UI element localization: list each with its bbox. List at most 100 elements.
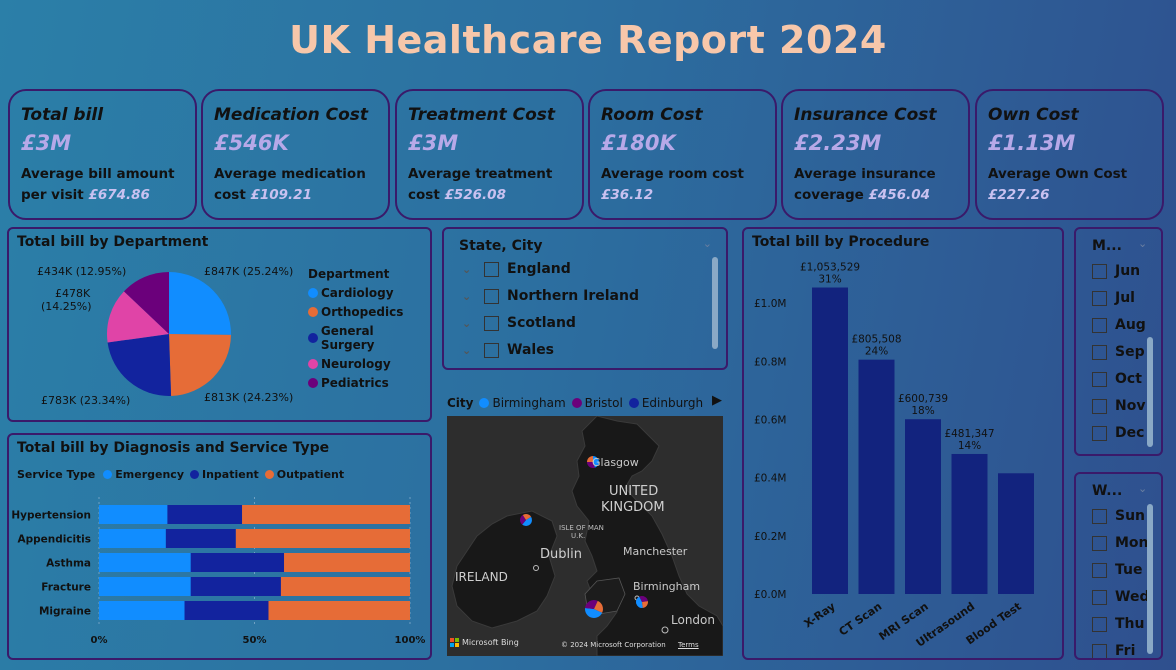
map-canvas[interactable] bbox=[447, 416, 723, 656]
map-pie-slice[interactable] bbox=[639, 596, 648, 602]
bar-segment-outpatient[interactable] bbox=[284, 553, 410, 572]
bar-segment-inpatient[interactable] bbox=[190, 553, 285, 572]
chevron-down-icon[interactable]: ⌄ bbox=[1138, 482, 1148, 495]
checkbox[interactable] bbox=[1092, 344, 1107, 360]
chevron-down-icon[interactable]: ⌄ bbox=[462, 289, 472, 303]
map-pie-slice[interactable] bbox=[636, 596, 643, 608]
bar-ct-scan[interactable] bbox=[858, 359, 895, 594]
bar-segment-outpatient[interactable] bbox=[280, 577, 410, 596]
weekday-slicer[interactable]: W... ⌄ Sun Mon Tue Wed Thu Fri bbox=[1074, 472, 1163, 660]
slicer-item[interactable]: Mon bbox=[1092, 535, 1149, 551]
map-pie-slice[interactable] bbox=[520, 514, 526, 525]
slicer-item[interactable]: Oct bbox=[1092, 371, 1142, 387]
checkbox[interactable] bbox=[1092, 643, 1107, 658]
map-pie-slice[interactable] bbox=[585, 600, 598, 609]
slicer-item[interactable]: ⌄ England bbox=[462, 261, 571, 277]
chevron-down-icon[interactable]: ⌄ bbox=[702, 237, 712, 250]
legend-label[interactable]: Inpatient bbox=[201, 468, 259, 481]
checkbox[interactable] bbox=[1092, 616, 1107, 632]
department-pie-chart[interactable] bbox=[9, 229, 430, 420]
slicer-item[interactable]: Nov bbox=[1092, 398, 1145, 414]
slicer-item[interactable]: Wed bbox=[1092, 589, 1149, 605]
pie-slice-pediatrics[interactable] bbox=[123, 272, 170, 334]
scrollbar[interactable] bbox=[1147, 337, 1153, 447]
checkbox[interactable] bbox=[1092, 589, 1107, 605]
map-pie-slice[interactable] bbox=[642, 601, 648, 608]
slicer-item[interactable]: Dec bbox=[1092, 425, 1144, 441]
checkbox[interactable] bbox=[1092, 508, 1107, 524]
legend-label[interactable]: Bristol bbox=[584, 396, 623, 410]
map-pie-slice[interactable] bbox=[587, 456, 593, 462]
scrollbar[interactable] bbox=[712, 257, 718, 349]
department-chart-panel[interactable]: Total bill by Department Department Card… bbox=[7, 227, 432, 422]
bar-segment-outpatient[interactable] bbox=[268, 601, 410, 620]
scrollbar[interactable] bbox=[1147, 504, 1153, 654]
slicer-item[interactable]: ⌄ Wales bbox=[462, 342, 554, 358]
checkbox[interactable] bbox=[484, 288, 499, 304]
month-slicer[interactable]: M... ⌄ Jun Jul Aug Sep Oct Nov Dec bbox=[1074, 227, 1163, 456]
checkbox[interactable] bbox=[1092, 398, 1107, 414]
bar-ultrasound[interactable] bbox=[951, 453, 988, 594]
map-pie-slice[interactable] bbox=[594, 600, 603, 613]
procedure-bar-chart[interactable]: £0.0M £0.2M £0.4M £0.6M £0.8M £1.0M £1,053,529… bbox=[744, 229, 1062, 658]
slicer-item[interactable]: Fri bbox=[1092, 643, 1135, 658]
procedure-chart-panel[interactable]: Total bill by Procedure £0.0M £0.2M £0.4M £… bbox=[742, 227, 1064, 660]
legend-label[interactable]: Emergency bbox=[115, 468, 184, 481]
slicer-item[interactable]: Aug bbox=[1092, 317, 1146, 333]
diagnosis-stacked-bar-chart[interactable]: 0% 50% 100% Hypertension Appendicitis Asthma F… bbox=[9, 435, 430, 658]
bar-segment-inpatient[interactable] bbox=[184, 601, 269, 620]
slicer-item[interactable]: Jun bbox=[1092, 263, 1140, 279]
bar-segment-outpatient[interactable] bbox=[235, 529, 410, 548]
bar-segment-inpatient[interactable] bbox=[167, 505, 243, 524]
checkbox[interactable] bbox=[1092, 317, 1107, 333]
legend-item[interactable]: Cardiology bbox=[308, 286, 430, 300]
checkbox[interactable] bbox=[1092, 263, 1107, 279]
checkbox[interactable] bbox=[1092, 290, 1107, 306]
map-pie-slice[interactable] bbox=[593, 456, 599, 468]
diagnosis-chart-panel[interactable]: Total bill by Diagnosis and Service Type… bbox=[7, 433, 432, 660]
checkbox[interactable] bbox=[1092, 371, 1107, 387]
bar-mri-scan[interactable] bbox=[905, 419, 941, 594]
bar-blood-test[interactable] bbox=[998, 473, 1034, 594]
bar-segment-emergency[interactable] bbox=[99, 529, 166, 548]
map-pie-slice[interactable] bbox=[522, 516, 532, 526]
bar-segment-emergency[interactable] bbox=[99, 505, 168, 524]
slicer-item[interactable]: Sep bbox=[1092, 344, 1145, 360]
slicer-item[interactable]: Tue bbox=[1092, 562, 1142, 578]
slicer-item[interactable]: Sun bbox=[1092, 508, 1145, 524]
bar-segment-inpatient[interactable] bbox=[165, 529, 236, 548]
pie-slice-cardiology[interactable] bbox=[169, 272, 231, 335]
slicer-item[interactable]: ⌄ Scotland bbox=[462, 315, 576, 331]
pie-slice-neurology[interactable] bbox=[107, 291, 169, 343]
bar-segment-outpatient[interactable] bbox=[242, 505, 410, 524]
bar-segment-inpatient[interactable] bbox=[190, 577, 281, 596]
checkbox[interactable] bbox=[484, 315, 499, 331]
map-pie-slice[interactable] bbox=[587, 462, 595, 468]
legend-item[interactable]: General Surgery bbox=[308, 324, 430, 352]
bar-segment-emergency[interactable] bbox=[99, 601, 185, 620]
bar-segment-emergency[interactable] bbox=[99, 553, 191, 572]
checkbox[interactable] bbox=[1092, 535, 1107, 551]
chevron-down-icon[interactable]: ⌄ bbox=[462, 343, 472, 357]
map-pie-slice[interactable] bbox=[585, 607, 603, 618]
map-pie-slice[interactable] bbox=[522, 514, 532, 520]
legend-label[interactable]: Edinburgh bbox=[641, 396, 704, 410]
pie-slice-general-surgery[interactable] bbox=[107, 334, 172, 396]
legend-label[interactable]: Birmingham bbox=[492, 396, 566, 410]
legend-label[interactable]: Outpatient bbox=[276, 468, 345, 481]
map-terms-link[interactable]: Terms bbox=[678, 641, 699, 649]
bar-x-ray[interactable] bbox=[812, 287, 848, 594]
state-city-slicer[interactable]: State, City ⌄ ⌄ England ⌄ Northern Ireland… bbox=[442, 227, 728, 370]
chevron-down-icon[interactable]: ⌄ bbox=[462, 262, 472, 276]
checkbox[interactable] bbox=[484, 261, 499, 277]
slicer-item[interactable]: Jul bbox=[1092, 290, 1135, 306]
checkbox[interactable] bbox=[1092, 425, 1107, 441]
bar-segment-emergency[interactable] bbox=[99, 577, 191, 596]
legend-item[interactable]: Pediatrics bbox=[308, 376, 430, 390]
legend-item[interactable]: Neurology bbox=[308, 357, 430, 371]
checkbox[interactable] bbox=[1092, 562, 1107, 578]
slicer-item[interactable]: ⌄ Northern Ireland bbox=[462, 288, 639, 304]
slicer-item[interactable]: Thu bbox=[1092, 616, 1144, 632]
chevron-down-icon[interactable]: ⌄ bbox=[1138, 237, 1148, 250]
next-arrow-icon[interactable]: ▶ bbox=[712, 393, 722, 408]
